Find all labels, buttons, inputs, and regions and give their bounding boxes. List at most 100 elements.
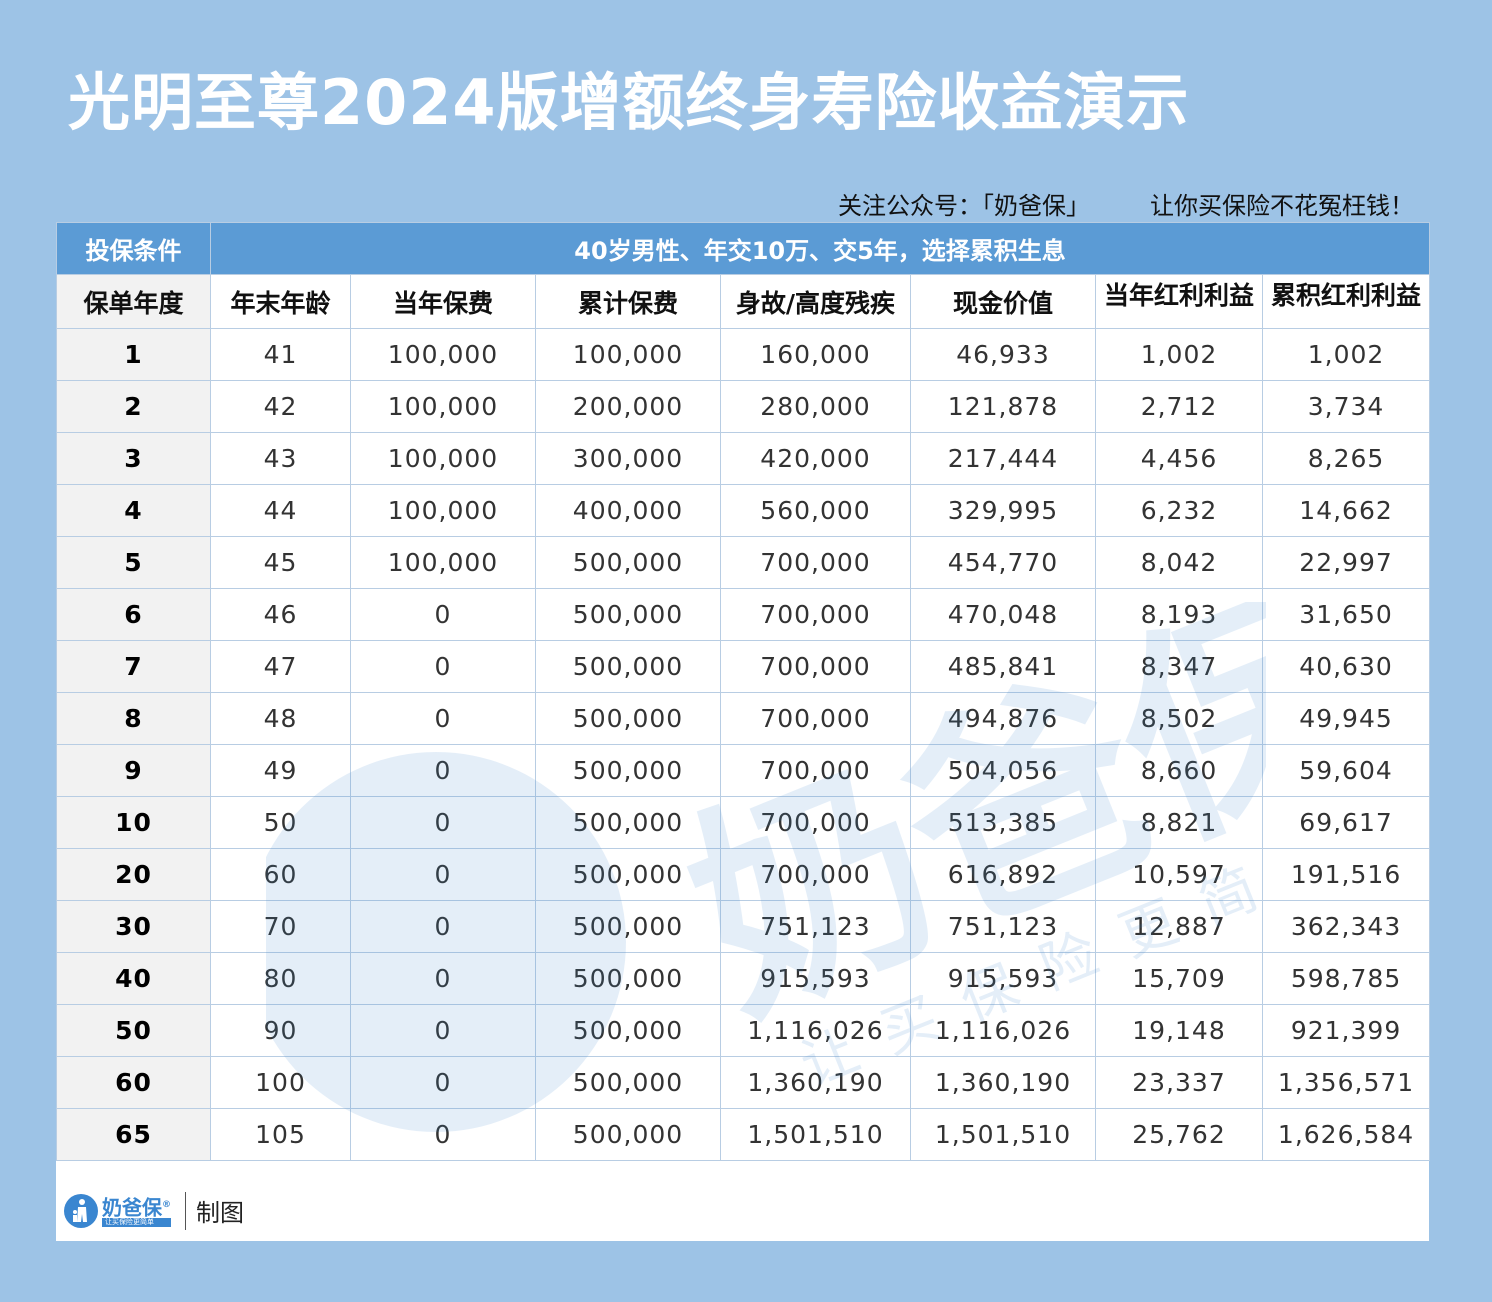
table-cell: 1,116,026 [910,1004,1096,1057]
table-cell: 921,399 [1261,1004,1431,1057]
table-cell: 500,000 [535,692,721,745]
table-cell: 8,193 [1095,588,1263,641]
table-row: 40 80 0 500,000 915,593 915,593 15,709 598,785 [56,952,1431,1005]
table-cell: 0 [350,1108,536,1161]
table-row: 7 47 0 500,000 700,000 485,841 8,347 40,630 [56,640,1431,693]
table-cell: 0 [350,1056,536,1109]
table-cell: 100,000 [535,328,721,381]
column-header: 当年保费 [350,274,536,329]
table-cell: 500,000 [535,744,721,797]
table-cell: 47 [210,640,351,693]
table-cell: 12,887 [1095,900,1263,953]
table-cell: 500,000 [535,536,721,589]
table-row: 2 42 100,000 200,000 280,000 121,878 2,712 3,73… [56,380,1431,433]
table-row: 1 41 100,000 100,000 160,000 46,933 1,002 1,002 [56,328,1431,381]
table-cell: 329,995 [910,484,1096,537]
table-cell: 25,762 [1095,1108,1263,1161]
table-cell: 500,000 [535,900,721,953]
made-by-label: 制图 [196,1199,244,1227]
table-cell: 3,734 [1261,380,1431,433]
table-cell: 8,502 [1095,692,1263,745]
table-cell: 200,000 [535,380,721,433]
logo-name: 奶爸保 [102,1195,162,1220]
table-cell: 49 [210,744,351,797]
table-cell: 8,347 [1095,640,1263,693]
table-cell: 100,000 [350,484,536,537]
table-row: 50 90 0 500,000 1,116,026 1,116,026 19,148 921,… [56,1004,1431,1057]
table-cell: 500,000 [535,1056,721,1109]
table-cell: 1,360,190 [720,1056,911,1109]
table-cell: 700,000 [720,744,911,797]
policy-year-cell: 40 [56,952,211,1005]
table-cell: 1,501,510 [910,1108,1096,1161]
policy-year-cell: 4 [56,484,211,537]
policy-year-cell: 8 [56,692,211,745]
table-row: 6 46 0 500,000 700,000 470,048 8,193 31,650 [56,588,1431,641]
policy-year-cell: 9 [56,744,211,797]
policy-year-cell: 3 [56,432,211,485]
tagline-text: 让你买保险不花冤枉钱！ [1150,192,1414,220]
table-cell: 48 [210,692,351,745]
table-cell: 43 [210,432,351,485]
column-header: 年末年龄 [210,274,351,329]
condition-label: 投保条件 [56,222,211,275]
table-cell: 100,000 [350,432,536,485]
table-cell: 2,712 [1095,380,1263,433]
table-cell: 40,630 [1261,640,1431,693]
table-cell: 700,000 [720,536,911,589]
table-cell: 160,000 [720,328,911,381]
table-cell: 513,385 [910,796,1096,849]
follow-text: 关注公众号：「奶爸保」 [838,192,1090,220]
table-cell: 100 [210,1056,351,1109]
table-row: 3 43 100,000 300,000 420,000 217,444 4,456 8,26… [56,432,1431,485]
policy-year-cell: 5 [56,536,211,589]
table-cell: 1,116,026 [720,1004,911,1057]
benefit-table-card: 投保条件 40岁男性、年交10万、交5年，选择累积生息 保单年度 年末年龄 当年保费… [56,222,1431,1241]
table-cell: 6,232 [1095,484,1263,537]
table-cell: 8,660 [1095,744,1263,797]
table-cell: 1,501,510 [720,1108,911,1161]
table-row: 10 50 0 500,000 700,000 513,385 8,821 69,617 [56,796,1431,849]
table-cell: 454,770 [910,536,1096,589]
table-cell: 1,002 [1261,328,1431,381]
table-cell: 191,516 [1261,848,1431,901]
table-cell: 0 [350,588,536,641]
table-cell: 0 [350,1004,536,1057]
table-cell: 0 [350,796,536,849]
table-cell: 0 [350,952,536,1005]
table-cell: 751,123 [720,900,911,953]
table-cell: 280,000 [720,380,911,433]
table-cell: 1,626,584 [1261,1108,1431,1161]
table-cell: 22,997 [1261,536,1431,589]
policy-year-cell: 2 [56,380,211,433]
table-cell: 362,343 [1261,900,1431,953]
table-cell: 69,617 [1261,796,1431,849]
table-cell: 31,650 [1261,588,1431,641]
table-cell: 420,000 [720,432,911,485]
table-cell: 0 [350,692,536,745]
table-cell: 100,000 [350,328,536,381]
column-header: 身故/高度残疾 [720,274,911,329]
policy-year-cell: 20 [56,848,211,901]
table-cell: 46,933 [910,328,1096,381]
table-cell: 70 [210,900,351,953]
footer: 奶爸保® 让买保险更简单 制图 [56,1180,1429,1241]
table-cell: 8,265 [1261,432,1431,485]
table-cell: 19,148 [1095,1004,1263,1057]
column-header: 累积红利利益 [1261,274,1431,329]
table-cell: 616,892 [910,848,1096,901]
table-row: 65 105 0 500,000 1,501,510 1,501,510 25,762 1,6… [56,1108,1431,1161]
table-cell: 700,000 [720,588,911,641]
table-row: 60 100 0 500,000 1,360,190 1,360,190 23,337 1,3… [56,1056,1431,1109]
benefit-table: 投保条件 40岁男性、年交10万、交5年，选择累积生息 保单年度 年末年龄 当年保费… [56,222,1431,1161]
table-cell: 23,337 [1095,1056,1263,1109]
logo-tagline: 让买保险更简单 [102,1218,171,1228]
table-cell: 598,785 [1261,952,1431,1005]
table-cell: 500,000 [535,952,721,1005]
table-cell: 500,000 [535,796,721,849]
table-row: 20 60 0 500,000 700,000 616,892 10,597 191,516 [56,848,1431,901]
table-cell: 100,000 [350,380,536,433]
table-cell: 700,000 [720,640,911,693]
table-cell: 500,000 [535,588,721,641]
table-cell: 44 [210,484,351,537]
